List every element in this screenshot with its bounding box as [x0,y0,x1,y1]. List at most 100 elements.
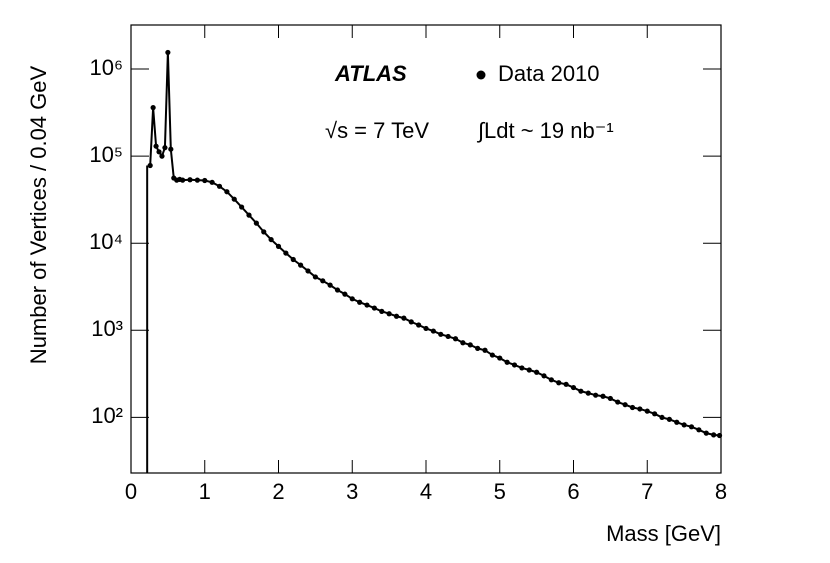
x-tick-label: 7 [641,479,653,504]
x-tick-label: 5 [494,479,506,504]
data-point [563,381,569,387]
data-point [548,377,554,383]
data-point [246,212,252,218]
data-point [261,229,267,235]
energy-label: √s = 7 TeV [325,118,429,143]
data-point [253,220,259,226]
data-point [688,424,695,430]
data-point [452,336,459,342]
data-point [168,146,174,152]
data-point [209,179,215,185]
y-tick-label: 10⁶ [89,55,123,80]
legend-label: Data 2010 [498,61,600,86]
y-tick-label: 10² [91,403,123,428]
data-point [150,105,156,111]
data-point [497,355,503,361]
data-point [615,399,621,405]
data-point [593,392,599,398]
data-point [482,347,488,353]
data-point [342,291,348,297]
data-point [467,342,473,348]
data-point [711,432,717,438]
data-point [519,365,525,371]
data-point [526,367,532,373]
x-tick-label: 3 [346,479,358,504]
y-axis-label: Number of Vertices / 0.04 GeV [26,65,51,364]
data-point [438,331,444,337]
data-point [585,390,591,396]
data-point [681,422,687,428]
data-point [379,308,385,314]
data-point [357,299,363,305]
data-point [349,296,355,302]
data-point [511,362,518,368]
experiment-label: ATLAS [334,61,407,86]
data-point [716,432,723,439]
x-tick-label: 1 [199,479,211,504]
data-point [666,416,672,422]
data-point [224,189,230,195]
data-point [534,369,540,375]
data-point [541,373,547,379]
data-point [162,145,168,151]
x-tick-label: 0 [125,479,137,504]
data-point [652,411,658,417]
data-point [275,243,282,249]
data-point [165,49,171,56]
data-point [153,143,159,149]
data-point [578,388,584,394]
data-point [320,278,326,284]
data-point [147,162,153,169]
y-tick-label: 10³ [91,316,123,341]
data-point [556,380,562,386]
data-point [489,352,495,358]
data-point [674,419,680,425]
data-point [187,177,193,183]
data-point [659,414,665,421]
data-point [600,393,606,399]
data-point [180,177,186,183]
data-point [202,177,208,184]
data-point [268,236,274,243]
y-tick-label: 10⁵ [89,142,123,167]
lumi-label: ∫Ldt ~ 19 nb⁻¹ [476,118,614,143]
data-point [430,328,436,334]
data-point [231,196,237,202]
data-point [504,359,510,365]
x-tick-label: 2 [272,479,284,504]
data-point [364,302,370,308]
data-point [460,340,466,346]
data-point [298,262,304,268]
data-point [216,183,223,189]
data-point [416,322,422,328]
data-point [607,395,613,402]
data-point [156,149,162,155]
data-point [371,305,377,311]
x-tick-label: 6 [567,479,579,504]
data-point [194,177,200,183]
data-point [423,325,429,332]
data-point [637,406,643,412]
data-point [644,408,650,414]
data-point [305,268,311,274]
data-point [703,430,709,436]
data-point [239,204,245,210]
x-tick-label: 4 [420,479,432,504]
data-point [290,256,296,263]
data-point [393,313,400,319]
data-point [475,345,481,351]
data-point [445,333,451,340]
data-line [149,52,720,437]
data-point [622,402,628,408]
data-point [283,250,289,256]
x-tick-label: 8 [715,479,727,504]
data-point [386,311,392,317]
data-point [408,319,414,325]
data-point [629,404,636,411]
x-axis-label: Mass [GeV] [606,521,721,546]
data-point [570,384,577,391]
data-point [312,274,318,280]
data-point [327,282,333,288]
